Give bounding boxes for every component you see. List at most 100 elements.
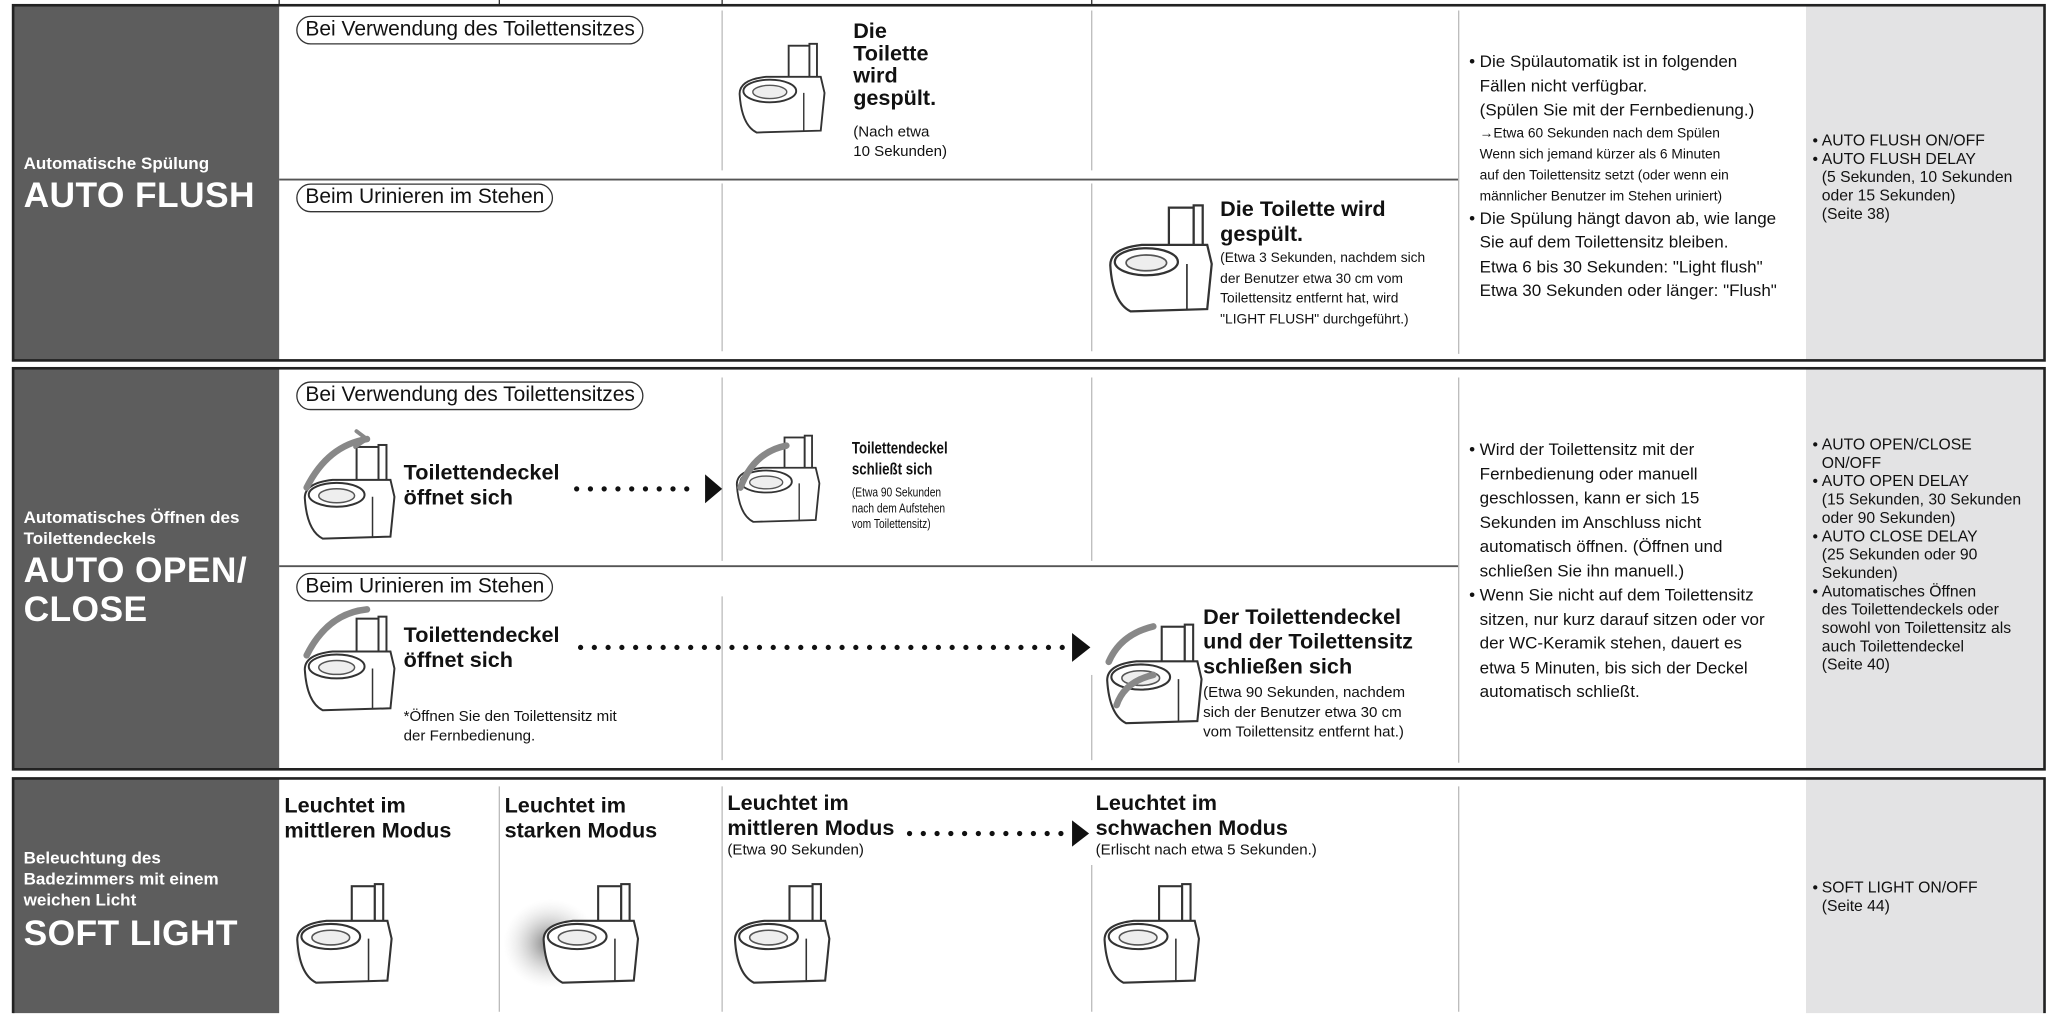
step-title-line: schließt sich (851, 458, 933, 479)
settings-text-line: Automatisches Öffnen (1821, 581, 1977, 601)
notes-detail-line: auf den Toilettensitz setzt (oder wenn e… (1479, 167, 1729, 183)
notes-text-line: automatisch öffnen. (Öffnen und (1479, 536, 1723, 556)
notes-item: Die Spülung hängt davon ab, wie lange Sie… (1469, 206, 1777, 303)
footnote-line: *Öffnen Sie den Toilettensitz mit (403, 709, 617, 725)
function-name: AUTO FLUSH (23, 175, 255, 215)
settings-text-line: (Seite 44) (1821, 896, 1890, 915)
condition: Beim Urinieren im Stehen (296, 572, 554, 602)
settings-text-line: des Toilettendeckels oder (1821, 600, 1999, 619)
settings-text-line: auch Toilettendeckel (1821, 636, 1964, 656)
step-note-line: Toilettensitz entfernt hat, wird (1220, 290, 1399, 307)
notes-detail-line: männlicher Benutzer im Stehen uriniert) (1479, 188, 1723, 204)
step-title-line: Leuchtet im (504, 794, 626, 818)
step-title: Leuchtet im starken Modus (505, 794, 658, 844)
settings-item: AUTO FLUSH ON/OFF (1813, 131, 2013, 149)
step-title-line: schließen sich (1203, 655, 1353, 679)
notes: Die Spülautomatik ist in folgenden Fällen… (1469, 50, 1777, 304)
notes-text-line: Wird der Toilettensitz mit der (1479, 439, 1695, 459)
settings-text-line: (5 Sekunden, 10 Sekunden (1821, 167, 2013, 187)
step-title: Leuchtet im schwachen Modus (1096, 792, 1288, 842)
notes-text-line: Etwa 6 bis 30 Sekunden: "Light flush" (1479, 256, 1763, 276)
step-title-line: Die Toilette wird (1220, 197, 1386, 222)
step-title-line: schwachen Modus (1095, 816, 1288, 841)
notes-text-line: Etwa 30 Sekunden oder länger: "Flush" (1479, 280, 1777, 301)
step-title: Toilettendeckel öffnet sich (404, 624, 560, 674)
function-label-line: Automatisches Öffnen des (23, 507, 240, 527)
step-title-line: gespült. (1220, 222, 1304, 247)
step-note: (Erlischt nach etwa 5 Sekunden.) (1096, 841, 1317, 861)
step-title-line: wird (853, 64, 898, 88)
settings-text-line: AUTO OPEN/CLOSE (1821, 435, 1972, 454)
function-label: Automatische Spülung (23, 153, 210, 173)
footnote: *Öffnen Sie den Toilettensitz mit der Fer… (404, 708, 617, 747)
notes-text-line: Die Spülung hängt davon ab, wie lange (1479, 207, 1777, 228)
notes-text-line: Fällen nicht verfügbar. (1479, 75, 1648, 96)
step-title-line: mittleren Modus (727, 816, 895, 841)
step-note-line: 10 Sekunden) (853, 144, 948, 160)
step-title: Der Toilettendeckel und der Toilettensitz… (1203, 605, 1413, 680)
step-note-line: "LIGHT FLUSH" durchgeführt.) (1220, 311, 1409, 327)
step-title: Die Toilette wird gespült. (1220, 198, 1385, 248)
notes-text-line: automatisch schließt. (1479, 681, 1640, 702)
step-note-line: (Erlischt nach etwa 5 Sekunden.) (1095, 842, 1317, 859)
step-note-line: sich der Benutzer etwa 30 cm (1203, 705, 1402, 721)
step-title-line: Toilettendeckel (403, 461, 560, 485)
sequence-arrows (574, 474, 1091, 847)
notes-text-line: Sekunden im Anschluss nicht (1479, 511, 1702, 532)
condition: Bei Verwendung des Toilettensitzes (296, 381, 645, 411)
step-note-line: (Etwa 90 Sekunden) (727, 842, 864, 859)
settings: SOFT LIGHT ON/OFF(Seite 44) (1813, 878, 1978, 915)
function-name: SOFT LIGHT (23, 913, 238, 953)
function-name-line: CLOSE (23, 589, 148, 630)
step-note-line: der Benutzer etwa 30 cm vom (1220, 270, 1403, 287)
frame (11, 0, 2046, 1014)
function-label-line: Beleuchtung des (23, 847, 161, 868)
step-note: (Etwa 3 Sekunden, nachdem sich der Benutz… (1220, 249, 1425, 330)
notes-text-line: etwa 5 Minuten, bis sich der Deckel (1479, 657, 1748, 677)
function-label: Beleuchtung des Badezimmers mit einem weic… (24, 848, 219, 911)
step-title-line: Die (853, 19, 887, 44)
function-label-line: Badezimmers mit einem (23, 868, 219, 889)
notes-text-line: geschlossen, kann er sich 15 (1479, 487, 1700, 508)
step-note-line: vom Toilettensitz) (851, 517, 931, 533)
step-note-line: (Etwa 3 Sekunden, nachdem sich (1220, 250, 1426, 267)
notes-text-line: (Spülen Sie mit der Fernbedienung.) (1479, 99, 1755, 120)
step-title-line: Toilette (853, 41, 929, 66)
notes-text-line: Wenn Sie nicht auf dem Toilettensitz (1479, 584, 1754, 605)
step-title-line: und der Toilettensitz (1203, 630, 1413, 654)
step-title: Leuchtet im mittleren Modus (727, 792, 894, 842)
notes-text-line: Sie auf dem Toilettensitz bleiben. (1479, 231, 1729, 252)
notes-detail-line: →Etwa 60 Sekunden nach dem Spülen (1479, 125, 1720, 141)
settings-text-line: (25 Sekunden oder 90 (1821, 545, 1978, 564)
notes-text-line: schließen Sie ihn manuell.) (1479, 560, 1685, 580)
step-title-line: Leuchtet im (1095, 791, 1218, 816)
settings-text-line: AUTO CLOSE DELAY (1821, 526, 1978, 546)
function-label: Automatisches Öffnen des Toilettendeckels (24, 507, 240, 549)
settings-text-line: Sekunden) (1821, 563, 1898, 582)
step-title-line: gespült. (853, 86, 937, 111)
settings-item: AUTO FLUSH DELAY(5 Sekunden, 10 Sekunden… (1813, 149, 2013, 222)
settings-text-line: ON/OFF (1821, 453, 1882, 472)
step-title: Die Toilette wird gespült. (853, 19, 937, 111)
notes: Wird der Toilettensitz mit der Fernbedien… (1469, 438, 1765, 705)
notes-item: Wird der Toilettensitz mit der Fernbedien… (1469, 438, 1764, 583)
settings-item: SOFT LIGHT ON/OFF(Seite 44) (1813, 878, 1978, 915)
step-title-line: Der Toilettendeckel (1203, 605, 1402, 630)
step-title-line: öffnet sich (403, 486, 513, 510)
step-note: (Etwa 90 Sekunden nach dem Aufstehen vom T… (852, 486, 945, 533)
condition: Bei Verwendung des Toilettensitzes (296, 15, 645, 45)
function-name: AUTO OPEN/CLOSE (24, 550, 247, 629)
toilet-illustrations (292, 42, 1213, 989)
settings-text-line: oder 15 Sekunden) (1821, 186, 1956, 205)
notes-item: Die Spülautomatik ist in folgenden Fällen… (1469, 50, 1776, 207)
settings-text-line: AUTO FLUSH DELAY (1821, 149, 1976, 168)
notes-item: Wenn Sie nicht auf dem Toilettensitz sitz… (1469, 583, 1765, 704)
step-note: (Etwa 90 Sekunden) (727, 841, 864, 861)
step-note-line: (Etwa 90 Sekunden, nachdem (1203, 685, 1406, 702)
settings-item: AUTO CLOSE DELAY(25 Sekunden oder 90Seku… (1813, 527, 2022, 582)
function-name-line: AUTO OPEN/ (23, 550, 248, 590)
